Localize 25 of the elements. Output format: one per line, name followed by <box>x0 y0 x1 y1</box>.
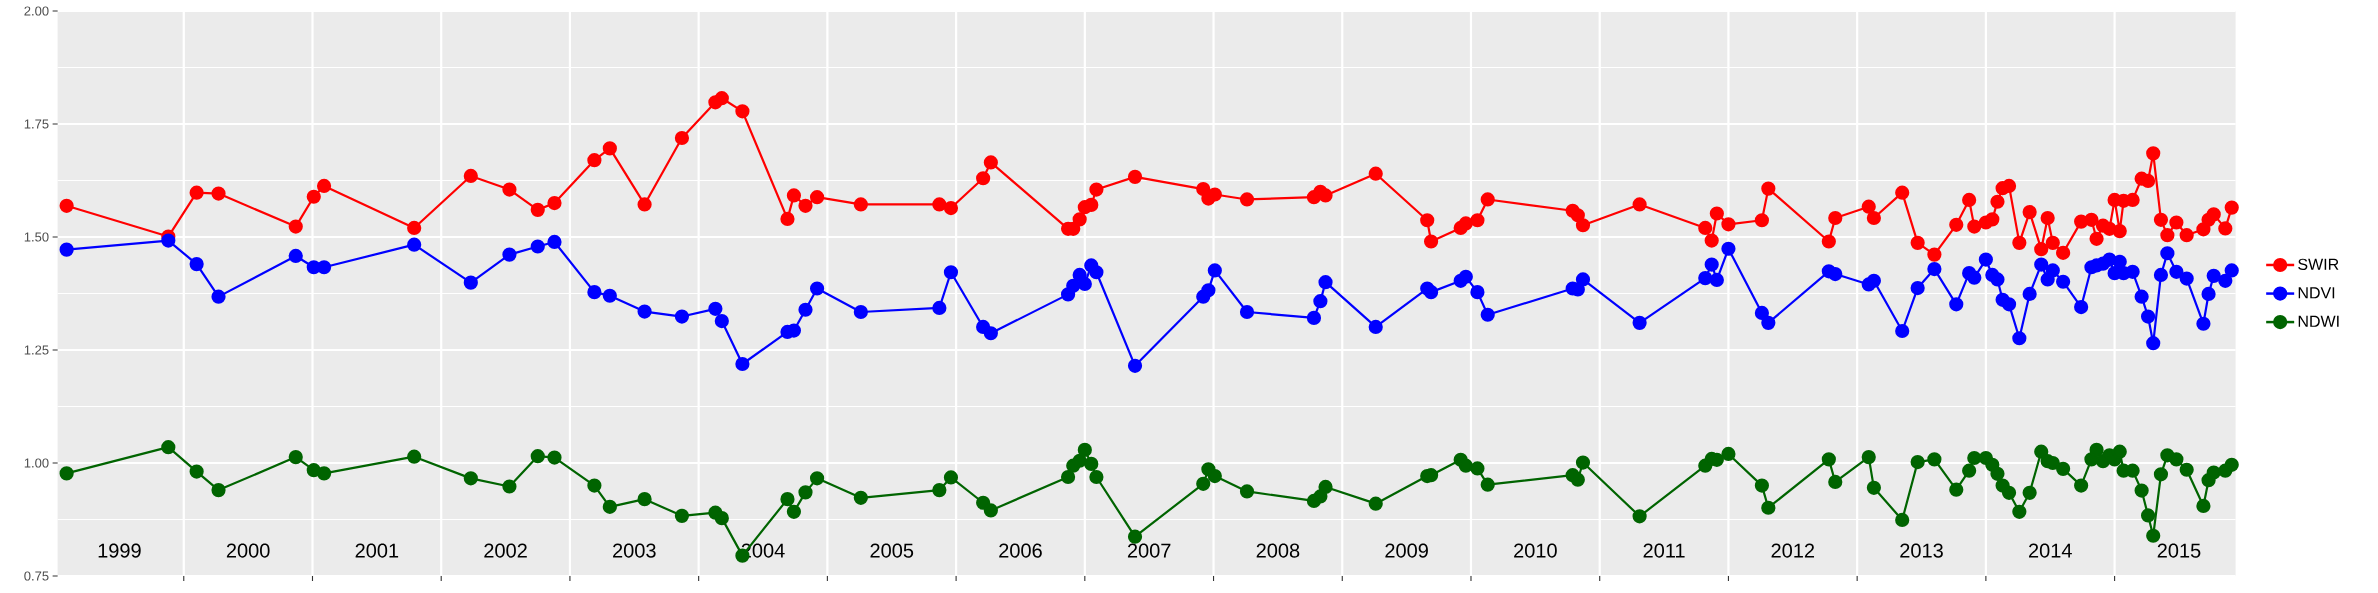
legend-label: NDWI <box>2298 315 2339 327</box>
x-tick-label: 2001 <box>355 543 399 558</box>
x-tick-label: 2015 <box>2157 543 2201 558</box>
y-tick-label: 1.50 <box>24 232 49 242</box>
x-tick-label: 2000 <box>226 543 270 558</box>
x-tick-label: 2014 <box>2029 543 2072 558</box>
x-tick-label: 2012 <box>1771 543 1815 558</box>
x-tick-label: 2010 <box>1514 543 1557 558</box>
legend-label: NDVI <box>2298 287 2335 299</box>
x-tick-label: 2006 <box>999 543 1042 558</box>
x-tick-label: 1999 <box>98 543 141 558</box>
x-tick-label: 2008 <box>1256 543 1300 558</box>
y-tick-label: 0.75 <box>24 571 49 581</box>
y-tick-label: 1.25 <box>24 345 49 355</box>
legend-label: SWIR <box>2298 258 2339 270</box>
y-tick-label: 1.75 <box>24 119 49 129</box>
x-tick-label: 2003 <box>613 543 656 558</box>
x-tick-label: 2007 <box>1127 543 1171 558</box>
x-tick-label: 2002 <box>484 543 527 558</box>
y-tick-label: 1.00 <box>24 458 49 468</box>
x-tick-label: 2011 <box>1643 543 1685 558</box>
x-tick-label: 2013 <box>1900 543 1943 558</box>
y-tick-label: 2.00 <box>24 6 49 16</box>
x-tick-label: 2009 <box>1385 543 1428 558</box>
x-tick-label: 2005 <box>870 543 914 558</box>
